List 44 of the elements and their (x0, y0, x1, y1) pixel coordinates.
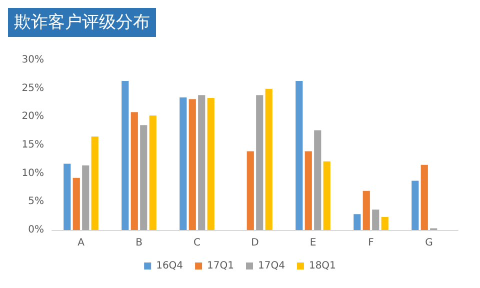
y-tick-label: 15% (22, 140, 44, 150)
bar (64, 164, 71, 230)
bar (91, 136, 98, 230)
y-tick-label: 0% (28, 224, 44, 236)
bar (304, 151, 312, 230)
bar (412, 180, 419, 230)
x-tick-label: A (78, 238, 85, 248)
bar (130, 112, 138, 230)
legend-label: 17Q1 (207, 260, 234, 272)
bar (256, 95, 264, 230)
bar (72, 178, 80, 230)
bar (354, 214, 361, 230)
bar (149, 116, 156, 230)
chart-title: 欺诈客户评级分布 (14, 12, 150, 32)
bar (372, 210, 380, 230)
bar (188, 99, 196, 230)
bar (381, 216, 388, 230)
legend-label: 18Q1 (308, 260, 336, 272)
legend-label: 17Q4 (258, 260, 285, 272)
x-tick-label: G (425, 238, 433, 248)
bar (296, 80, 303, 230)
x-tick-label: B (136, 238, 143, 248)
bar (314, 130, 322, 230)
y-tick-label: 25% (22, 82, 44, 94)
x-tick-label: D (251, 238, 260, 248)
x-tick-label: F (368, 238, 374, 248)
legend-label: 16Q4 (156, 260, 184, 272)
y-tick-label: 5% (28, 196, 44, 208)
bar (265, 88, 272, 230)
bar (362, 190, 370, 230)
x-tick-label: E (310, 238, 316, 248)
bar (122, 80, 129, 230)
bar (246, 151, 254, 230)
bar (180, 97, 187, 230)
bar (198, 95, 206, 230)
y-tick-label: 30% (22, 54, 44, 66)
y-tick-label: 20% (22, 111, 44, 122)
y-tick-label: 10% (22, 168, 44, 179)
bar (420, 164, 428, 230)
bar (207, 98, 214, 230)
bar (82, 165, 90, 230)
x-tick-label: C (194, 238, 201, 248)
bar (140, 125, 148, 230)
bar (323, 161, 330, 230)
